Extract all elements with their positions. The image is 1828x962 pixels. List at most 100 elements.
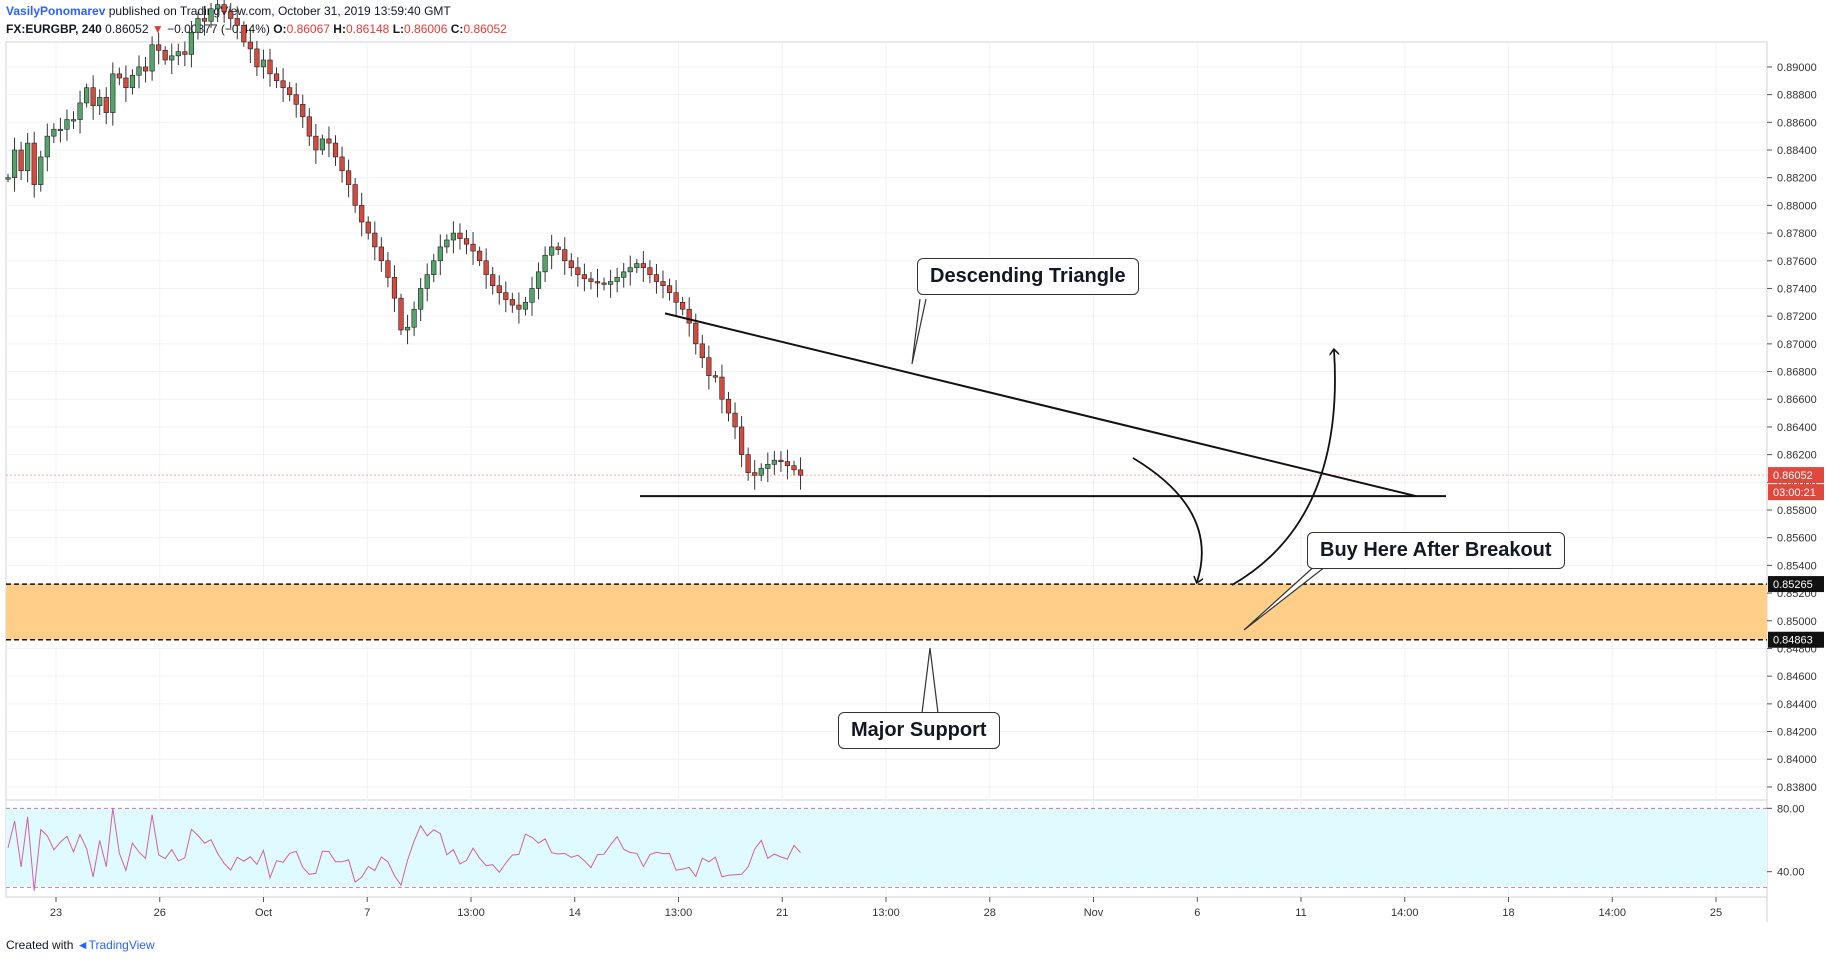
- candle-body: [300, 104, 306, 118]
- candle-body: [77, 102, 83, 120]
- candle: [208, 2, 214, 28]
- candle-body: [84, 87, 90, 104]
- candle-body: [326, 138, 332, 144]
- axes-group: 0.89000 0.88800 0.88600 0.88400 0.88200 0.880…: [50, 62, 1824, 919]
- low-value: 0.86006: [404, 22, 448, 36]
- candle: [614, 267, 620, 293]
- candle-body: [97, 97, 103, 106]
- candle: [509, 292, 515, 313]
- y-tick-label: 0.88000: [1777, 200, 1817, 212]
- candle: [719, 364, 725, 414]
- candle: [300, 94, 306, 128]
- symbol-name: FX:EURGBP, 240: [6, 22, 102, 36]
- candle: [142, 57, 149, 83]
- candle-body: [666, 285, 673, 293]
- candle-body: [280, 80, 286, 88]
- candle-body: [444, 239, 450, 248]
- close-value: 0.86052: [463, 22, 507, 36]
- y-tick-label: 0.85800: [1777, 505, 1817, 517]
- candle: [306, 108, 312, 146]
- candle-body: [103, 97, 109, 113]
- candle: [97, 89, 103, 115]
- x-tick-label: 23: [50, 907, 62, 919]
- candle: [391, 265, 398, 313]
- candle: [182, 41, 188, 67]
- candle-body: [11, 149, 18, 178]
- candle-body: [738, 426, 745, 455]
- candle: [463, 229, 470, 255]
- rsi-line: [7, 808, 801, 891]
- candle-body: [562, 249, 568, 262]
- zone-price-tag: [1768, 576, 1824, 593]
- candle: [765, 452, 771, 483]
- callout-buy-after-breakout[interactable]: Buy Here After Breakout: [1307, 532, 1565, 569]
- candle-body: [352, 184, 358, 206]
- candle-body: [791, 465, 797, 471]
- candle: [129, 69, 136, 95]
- candle-body: [404, 326, 411, 331]
- tradingview-logo-icon[interactable]: ◄: [76, 938, 89, 952]
- candle-body: [116, 73, 122, 79]
- candle: [476, 246, 483, 266]
- candle: [634, 258, 640, 274]
- author-link[interactable]: VasilyPonomarev: [6, 4, 106, 18]
- candle: [738, 416, 745, 468]
- candle-body: [601, 282, 607, 285]
- candle: [57, 117, 63, 143]
- candle: [116, 67, 122, 86]
- x-tick-label: 13:00: [457, 907, 485, 919]
- candle-body: [142, 66, 149, 72]
- breakout-arrow: [1231, 350, 1335, 586]
- candle-body: [778, 459, 784, 462]
- candle-body: [247, 41, 253, 50]
- candle: [542, 246, 548, 282]
- callout-major-support[interactable]: Major Support: [838, 712, 1000, 749]
- candle: [84, 83, 90, 108]
- candle-body: [64, 119, 70, 130]
- candle: [725, 391, 732, 422]
- candle: [555, 242, 561, 255]
- candle: [660, 270, 666, 299]
- candle: [549, 234, 555, 270]
- tradingview-brand[interactable]: TradingView: [88, 938, 155, 952]
- candle: [287, 81, 293, 102]
- candle-body: [221, 4, 227, 12]
- candle-body: [254, 48, 260, 68]
- candle: [201, 5, 208, 36]
- x-tick-label: Nov: [1084, 907, 1104, 919]
- x-tick-label: 14:00: [1598, 907, 1626, 919]
- candle-body: [542, 254, 548, 273]
- candle: [418, 278, 424, 322]
- candle-body: [162, 50, 168, 61]
- candle-body: [44, 135, 50, 158]
- candle: [437, 234, 443, 276]
- callout-descending-triangle[interactable]: Descending Triangle: [917, 258, 1139, 295]
- last-price: 0.86052: [105, 22, 149, 36]
- x-tick-label: 6: [1194, 907, 1200, 919]
- candle-body: [260, 59, 267, 68]
- candle-body: [129, 74, 136, 88]
- candle: [411, 301, 417, 337]
- candle-body: [156, 44, 162, 51]
- candle-body: [732, 412, 738, 428]
- candle: [778, 451, 784, 472]
- candle-body: [313, 135, 319, 151]
- candle: [175, 43, 181, 66]
- candle: [581, 263, 587, 292]
- candle-body: [784, 461, 791, 466]
- x-tick-label: 18: [1502, 907, 1514, 919]
- high-value: 0.86148: [345, 22, 390, 36]
- candle-body: [555, 246, 561, 250]
- open-value: 0.86067: [286, 22, 330, 36]
- rsi-tick-label: 80.00: [1777, 803, 1805, 815]
- candle: [11, 137, 18, 192]
- candle: [385, 252, 391, 288]
- candle-body: [490, 274, 496, 286]
- candle: [77, 90, 83, 134]
- candle: [273, 67, 280, 89]
- candle: [529, 276, 535, 316]
- candle: [699, 334, 705, 368]
- candle-body: [568, 260, 574, 268]
- rsi-tick-label: 40.00: [1777, 867, 1805, 879]
